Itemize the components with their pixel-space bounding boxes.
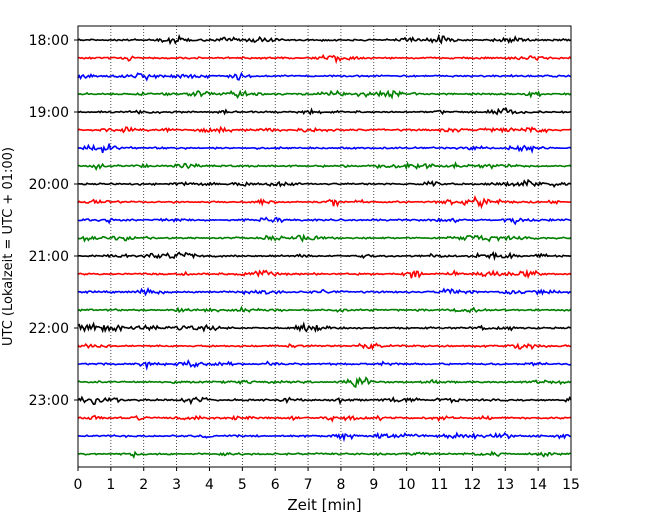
- y-tick-label: 19:00: [29, 105, 69, 121]
- x-tick-label: 8: [336, 477, 345, 493]
- x-tick-label: 13: [496, 477, 514, 493]
- x-tick-label: 2: [139, 477, 148, 493]
- y-tick-label: 21:00: [29, 249, 69, 265]
- trace-2330: [77, 431, 572, 443]
- x-tick-label: 5: [238, 477, 247, 493]
- trace-1930: [77, 143, 572, 155]
- trace-2045: [77, 233, 572, 243]
- traces: [77, 33, 572, 460]
- x-tick-label: 10: [398, 477, 416, 493]
- x-tick-label: 15: [562, 477, 580, 493]
- x-tick-label: 11: [431, 477, 449, 493]
- x-tick-label: 0: [74, 477, 83, 493]
- trace-1830: [77, 71, 572, 82]
- trace-1800: [77, 33, 572, 46]
- x-tick-label: 14: [529, 477, 547, 493]
- y-ticks: 18:00 19:00 20:00 21:00 22:00 23:00: [29, 33, 78, 409]
- x-tick-label: 4: [205, 477, 214, 493]
- trace-1845: [77, 89, 572, 100]
- trace-1815: [77, 53, 572, 65]
- trace-1945: [77, 161, 572, 172]
- trace-2230: [77, 358, 572, 371]
- trace-1900: [77, 107, 572, 116]
- y-tick-label: 22:00: [29, 321, 69, 337]
- trace-2015: [77, 194, 572, 210]
- x-tick-label: 7: [304, 477, 313, 493]
- y-tick-label: 23:00: [29, 393, 69, 409]
- y-tick-label: 18:00: [29, 33, 69, 49]
- trace-2000: [77, 178, 572, 188]
- plot-frame: [77, 25, 572, 468]
- x-tick-label: 3: [172, 477, 181, 493]
- x-tick-label: 9: [369, 477, 378, 493]
- x-tick-label: 1: [106, 477, 115, 493]
- trace-2245: [77, 376, 572, 389]
- trace-2130: [77, 286, 572, 297]
- trace-1915: [77, 125, 572, 135]
- trace-2345: [78, 450, 572, 460]
- x-ticks: 0 1 2 3 4 5 6 7 8 9 10 11 12 13 14 15: [74, 467, 580, 493]
- trace-2100: [77, 250, 572, 262]
- x-tick-label: 12: [463, 477, 481, 493]
- y-axis-label: UTC (Lokalzeit = UTC + 01:00): [1, 147, 16, 346]
- x-tick-label: 6: [271, 477, 280, 493]
- trace-2115: [77, 268, 572, 280]
- x-axis-label: Zeit [min]: [287, 496, 361, 514]
- trace-2145: [77, 305, 572, 314]
- trace-2030: [77, 216, 572, 226]
- trace-2200: [77, 321, 572, 334]
- trace-2215: [77, 342, 572, 351]
- trace-2315: [77, 414, 572, 423]
- trace-2300: [77, 395, 572, 406]
- y-tick-label: 20:00: [29, 177, 69, 193]
